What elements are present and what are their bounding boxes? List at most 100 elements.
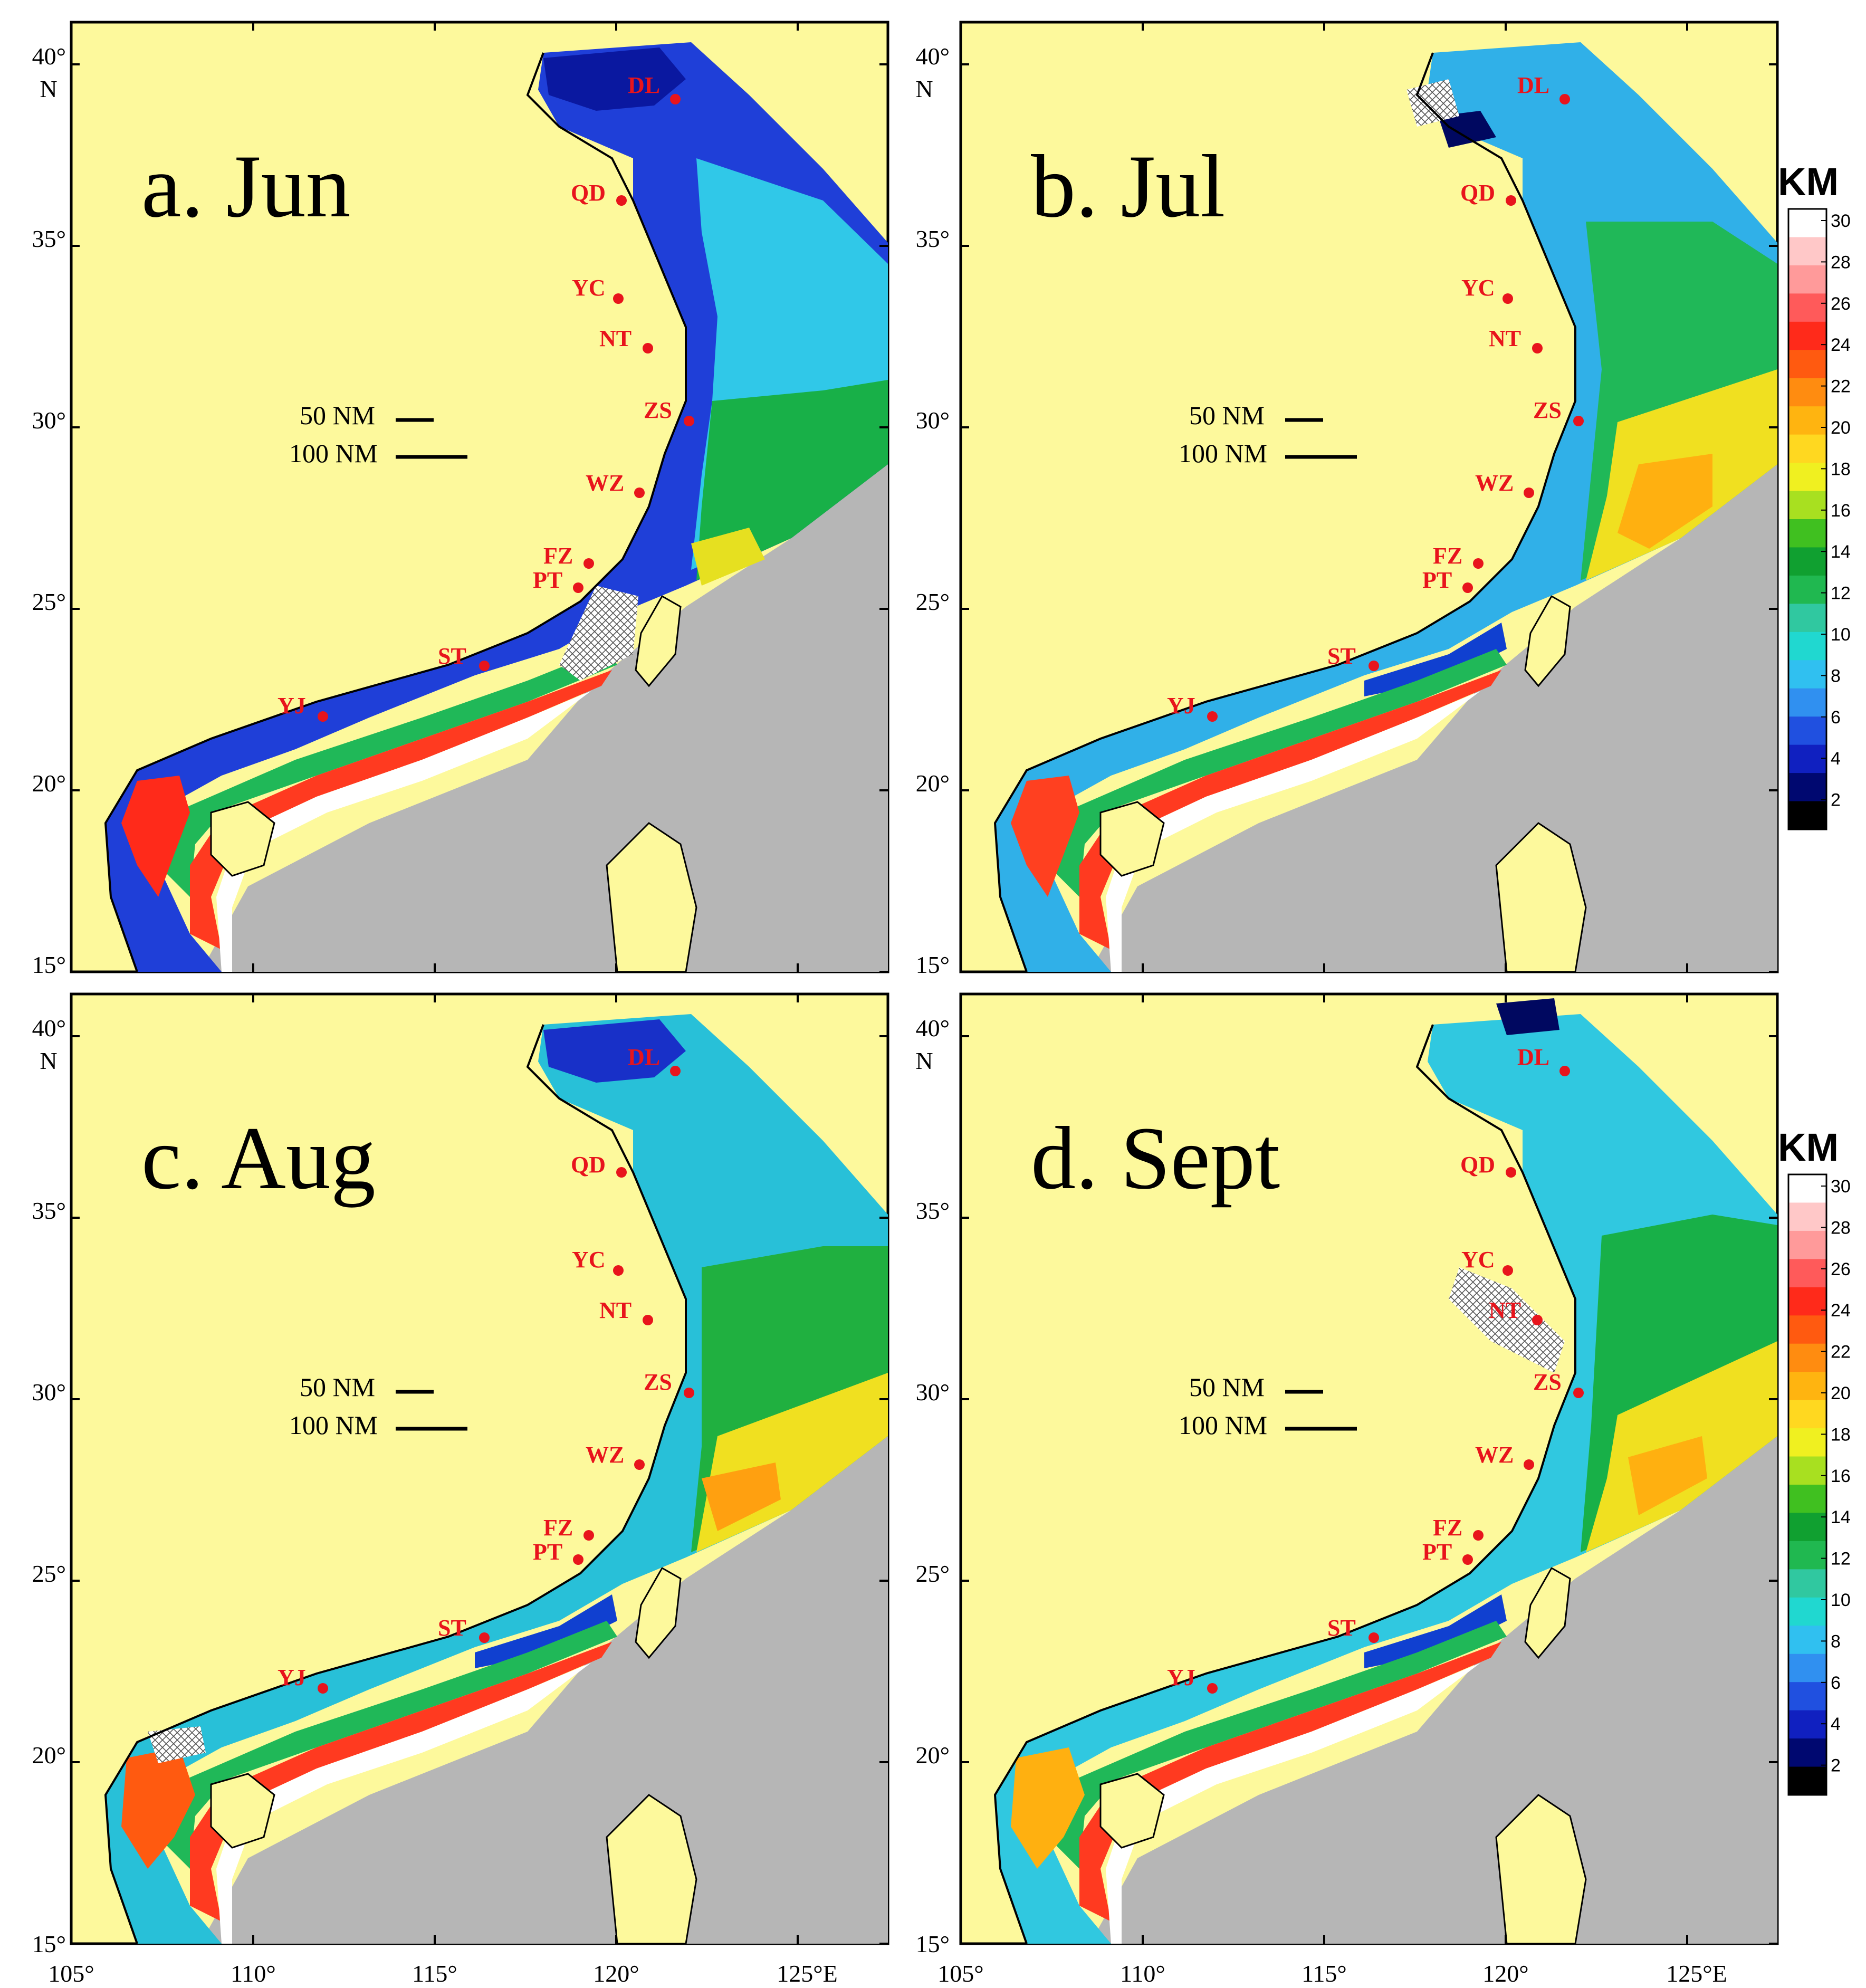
- colorbar-swatch: [1788, 1626, 1826, 1655]
- colorbar-swatch: [1788, 1710, 1826, 1739]
- colorbar-tick-label: 28: [1831, 252, 1851, 272]
- colorbar-swatch: [1788, 688, 1826, 717]
- colorbar-tick-label: 14: [1831, 1507, 1851, 1527]
- colorbar-tick-label: 16: [1831, 1466, 1851, 1486]
- scale-label-short: 50 NM: [300, 1372, 375, 1402]
- city-label-qd: QD: [1460, 1152, 1495, 1178]
- panel-title: a. Jun: [141, 137, 351, 236]
- shelf-sea: [106, 42, 888, 972]
- city-dot-st: [1369, 661, 1379, 671]
- luzon-island: [1495, 1794, 1587, 1944]
- city-label-st: ST: [438, 1615, 466, 1641]
- lat-label-35: 35°: [916, 1197, 950, 1224]
- lon-label-105: 105°: [937, 1960, 983, 1987]
- colorbar-tick-label: 16: [1831, 501, 1851, 521]
- colorbar-swatch: [1788, 1174, 1826, 1203]
- colorbar-tick-label: 18: [1831, 459, 1851, 479]
- scale-label-short: 50 NM: [300, 400, 375, 430]
- city-label-yc: YC: [572, 275, 606, 301]
- panel-title: b. Jul: [1031, 137, 1225, 236]
- scs-band-white: [216, 691, 591, 972]
- taiwan-island: [635, 1566, 682, 1659]
- scale-label-long: 100 NM: [289, 1410, 378, 1440]
- lat-label-40: 40°: [32, 1015, 66, 1041]
- city-dot-wz: [1524, 1459, 1534, 1470]
- lat-labels-left-bottom: 40° N 35° 30° 25° 20° 15°: [32, 1015, 66, 1957]
- colorbar-tick-label: 8: [1831, 666, 1841, 686]
- city-label-pt: PT: [533, 1539, 562, 1565]
- city-dot-zs: [1573, 1388, 1584, 1398]
- colorbar-tick-label: 4: [1831, 749, 1841, 769]
- city-label-qd: QD: [571, 180, 606, 206]
- colorbar-swatch: [1788, 1372, 1826, 1401]
- city-label-dl: DL: [628, 1044, 660, 1070]
- luzon-island: [606, 822, 697, 972]
- scs-band-blue: [1364, 1594, 1507, 1668]
- hainan-island: [1099, 801, 1165, 877]
- city-dot-dl: [670, 94, 681, 104]
- lon-labels-left: 105° 110° 115° 120° 125°E: [48, 1960, 837, 1987]
- scs-band-blue: [475, 1594, 617, 1668]
- colorbar-tick-label: 30: [1831, 1177, 1851, 1197]
- open-ocean: [200, 1436, 888, 1944]
- coastline: [993, 52, 1576, 972]
- colorbar-swatch: [1788, 519, 1826, 548]
- city-dot-zs: [1573, 416, 1584, 426]
- taiwan-island: [1524, 595, 1571, 687]
- scs-band-white: [1106, 1663, 1480, 1944]
- city-dot-fz: [583, 558, 594, 569]
- scale-label-long: 100 NM: [1179, 438, 1267, 468]
- lon-label-110: 110°: [1120, 1960, 1165, 1987]
- colorbar-title: KM: [1778, 1125, 1839, 1169]
- colorbar-swatch: [1788, 1456, 1826, 1485]
- colorbar-swatch: [1788, 1597, 1826, 1626]
- colorbar-tick-label: 10: [1831, 625, 1851, 645]
- city-dot-yj: [1207, 1683, 1218, 1694]
- coastline: [104, 1024, 687, 1944]
- lat-unit-label: N: [40, 75, 57, 102]
- city-label-wz: WZ: [586, 1442, 624, 1468]
- colorbar-title: KM: [1778, 160, 1839, 204]
- colorbar-swatch: [1788, 773, 1826, 802]
- colorbar-swatch: [1788, 1738, 1826, 1767]
- city-dot-yj: [318, 1683, 328, 1694]
- hainan-island: [210, 801, 275, 877]
- bohai-dark: [1438, 111, 1496, 148]
- lat-label-15: 15°: [916, 1930, 950, 1957]
- city-markers: DL QD YC NT ZS WZ FZ PT ST YJ: [1167, 72, 1584, 722]
- colorbar-tick-label: 18: [1831, 1425, 1851, 1445]
- city-dot-yc: [613, 293, 624, 304]
- colorbar-tick-label: 2: [1831, 1756, 1841, 1776]
- open-ocean: [1090, 464, 1777, 972]
- city-label-pt: PT: [533, 567, 562, 593]
- scs-band-green: [1048, 649, 1507, 897]
- lat-unit-label: N: [915, 75, 933, 102]
- lon-label-110: 110°: [231, 1960, 276, 1987]
- beibu-gulf: [121, 1747, 195, 1869]
- city-label-zs: ZS: [644, 397, 672, 423]
- band-orange: [1618, 454, 1712, 549]
- colorbar-swatch: [1788, 1202, 1826, 1231]
- city-dot-qd: [616, 195, 627, 206]
- city-dot-wz: [1524, 488, 1534, 498]
- colorbar-swatch: [1788, 237, 1826, 266]
- bohai-dark: [543, 47, 686, 111]
- panel-aug: c. Aug 50 NM 100 NM DL QD YC NT ZS WZ FZ…: [70, 992, 889, 1945]
- lat-unit-label: N: [915, 1047, 933, 1074]
- taiwan-island: [635, 595, 682, 687]
- luzon-island: [606, 1794, 697, 1944]
- shelf-sea: [106, 1014, 888, 1944]
- lat-label-30: 30°: [32, 407, 66, 434]
- city-dot-qd: [1506, 1167, 1516, 1178]
- city-dot-yj: [318, 711, 328, 722]
- city-dot-zs: [684, 1388, 694, 1398]
- city-dot-wz: [634, 488, 645, 498]
- city-label-fz: FZ: [543, 543, 573, 569]
- colorbar-tick-label: 26: [1831, 1259, 1851, 1279]
- scs-band-white: [216, 1663, 591, 1944]
- city-dot-yc: [1503, 293, 1513, 304]
- scs-band-green: [1048, 1621, 1507, 1869]
- colorbar-swatch: [1788, 1230, 1826, 1259]
- colorbar-swatch: [1788, 575, 1826, 604]
- panel-jun: a. Jun 50 NM 100 NM DL QD YC NT ZS WZ FZ…: [70, 21, 889, 973]
